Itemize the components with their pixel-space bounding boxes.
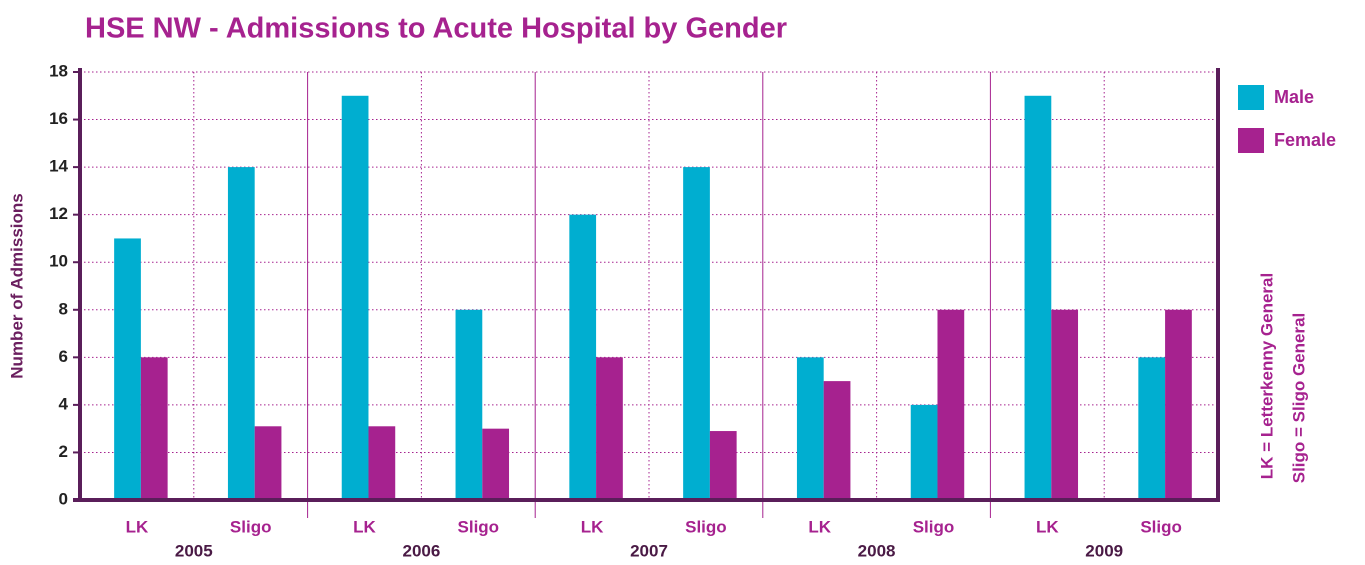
annotation: Sligo = Sligo General	[1289, 313, 1308, 484]
x-tick-label: Sligo	[458, 517, 500, 536]
y-tick-label: 14	[49, 157, 68, 176]
x-tick-label: LK	[808, 517, 831, 536]
y-tick-label: 18	[49, 61, 68, 80]
chart-title: HSE NW - Admissions to Acute Hospital by…	[85, 13, 787, 45]
y-axis-label: Number of Admissions	[7, 193, 26, 378]
group-label: 2005	[175, 541, 213, 560]
group-label: 2006	[402, 541, 440, 560]
y-tick-label: 8	[59, 299, 68, 318]
x-tick-label: Sligo	[685, 517, 727, 536]
y-tick-label: 0	[59, 489, 68, 508]
x-tick-label: Sligo	[913, 517, 955, 536]
bar	[910, 404, 938, 500]
bar	[114, 238, 141, 500]
y-tick-label: 6	[59, 347, 68, 366]
annotation: LK = Letterkenny General	[1257, 273, 1276, 479]
bar	[596, 357, 623, 500]
bar	[368, 426, 396, 500]
x-tick-label: Sligo	[1140, 517, 1182, 536]
group-label: 2007	[630, 541, 668, 560]
y-tick-label: 10	[49, 252, 68, 271]
x-tick-label: LK	[1036, 517, 1059, 536]
x-tick-label: LK	[581, 517, 604, 536]
x-tick-label: Sligo	[230, 517, 272, 536]
y-tick-label: 12	[49, 204, 68, 223]
bar	[796, 357, 824, 500]
bar	[455, 309, 483, 500]
bar	[227, 167, 255, 500]
bar	[341, 95, 369, 501]
y-tick-label: 4	[59, 394, 69, 413]
bar	[569, 214, 597, 500]
x-tick-label: LK	[126, 517, 149, 536]
legend-swatch	[1238, 85, 1264, 110]
bar	[482, 428, 510, 500]
bar	[140, 357, 168, 500]
bar	[823, 381, 851, 500]
group-label: 2009	[1085, 541, 1123, 560]
x-tick-label: LK	[353, 517, 376, 536]
bar	[254, 426, 282, 500]
bar	[937, 309, 965, 500]
y-tick-label: 16	[49, 109, 68, 128]
y-tick-label: 2	[59, 442, 68, 461]
legend-label: Female	[1274, 130, 1336, 150]
bar	[1138, 357, 1166, 500]
group-label: 2008	[858, 541, 896, 560]
bar	[683, 167, 710, 500]
bar	[1165, 309, 1192, 500]
legend-label: Male	[1274, 87, 1314, 107]
bar	[1024, 95, 1052, 501]
bar	[709, 431, 737, 500]
legend-swatch	[1238, 128, 1264, 153]
bar	[1051, 309, 1079, 500]
